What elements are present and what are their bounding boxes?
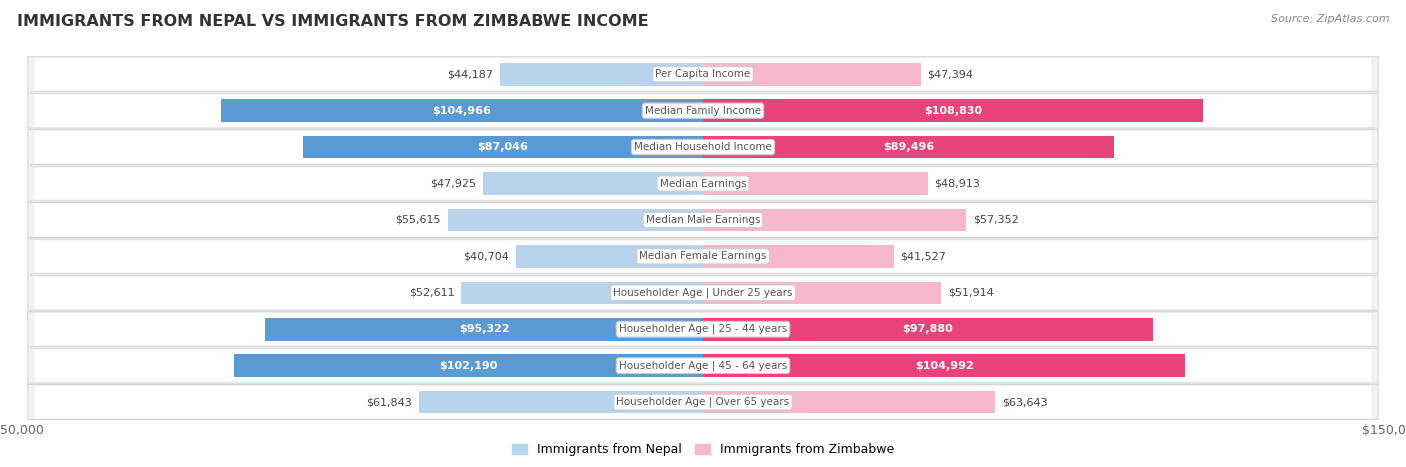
Text: $89,496: $89,496	[883, 142, 934, 152]
Text: $97,880: $97,880	[903, 324, 953, 334]
Bar	[266, 318, 703, 340]
Text: $104,966: $104,966	[433, 106, 491, 116]
Text: $40,704: $40,704	[464, 251, 509, 262]
Bar	[703, 282, 942, 304]
Text: $61,843: $61,843	[367, 397, 412, 407]
FancyBboxPatch shape	[28, 239, 1378, 274]
FancyBboxPatch shape	[28, 166, 1378, 201]
Text: $108,830: $108,830	[924, 106, 981, 116]
FancyBboxPatch shape	[28, 93, 1378, 128]
Text: $52,611: $52,611	[409, 288, 454, 298]
Text: $87,046: $87,046	[478, 142, 529, 152]
Bar	[461, 282, 703, 304]
Bar	[233, 354, 703, 377]
FancyBboxPatch shape	[28, 276, 1378, 310]
Bar	[703, 136, 1114, 158]
Text: $47,925: $47,925	[430, 178, 477, 189]
FancyBboxPatch shape	[35, 313, 1371, 345]
Bar	[703, 209, 966, 231]
Text: Per Capita Income: Per Capita Income	[655, 69, 751, 79]
Bar	[516, 245, 703, 268]
FancyBboxPatch shape	[35, 168, 1371, 199]
Bar	[304, 136, 703, 158]
Text: $63,643: $63,643	[1002, 397, 1047, 407]
Bar	[703, 99, 1204, 122]
Text: Householder Age | Over 65 years: Householder Age | Over 65 years	[616, 397, 790, 407]
Text: Median Male Earnings: Median Male Earnings	[645, 215, 761, 225]
Text: $48,913: $48,913	[935, 178, 980, 189]
Bar	[703, 391, 995, 413]
FancyBboxPatch shape	[28, 203, 1378, 237]
Bar	[703, 245, 894, 268]
Bar	[482, 172, 703, 195]
Bar	[703, 172, 928, 195]
Text: $95,322: $95,322	[458, 324, 509, 334]
Text: Source: ZipAtlas.com: Source: ZipAtlas.com	[1271, 14, 1389, 24]
FancyBboxPatch shape	[35, 131, 1371, 163]
Text: $55,615: $55,615	[395, 215, 440, 225]
FancyBboxPatch shape	[35, 58, 1371, 90]
FancyBboxPatch shape	[28, 348, 1378, 383]
Text: Median Female Earnings: Median Female Earnings	[640, 251, 766, 262]
Bar	[703, 354, 1185, 377]
Text: $44,187: $44,187	[447, 69, 494, 79]
FancyBboxPatch shape	[35, 95, 1371, 127]
FancyBboxPatch shape	[35, 241, 1371, 272]
Text: $47,394: $47,394	[928, 69, 973, 79]
FancyBboxPatch shape	[35, 350, 1371, 382]
Bar	[501, 63, 703, 85]
FancyBboxPatch shape	[28, 57, 1378, 92]
FancyBboxPatch shape	[35, 386, 1371, 418]
Text: IMMIGRANTS FROM NEPAL VS IMMIGRANTS FROM ZIMBABWE INCOME: IMMIGRANTS FROM NEPAL VS IMMIGRANTS FROM…	[17, 14, 648, 29]
Text: Householder Age | 25 - 44 years: Householder Age | 25 - 44 years	[619, 324, 787, 334]
Text: $51,914: $51,914	[948, 288, 994, 298]
Bar	[447, 209, 703, 231]
Text: $57,352: $57,352	[973, 215, 1019, 225]
Text: Median Family Income: Median Family Income	[645, 106, 761, 116]
FancyBboxPatch shape	[35, 204, 1371, 236]
Bar	[221, 99, 703, 122]
Text: Median Household Income: Median Household Income	[634, 142, 772, 152]
Text: Householder Age | 45 - 64 years: Householder Age | 45 - 64 years	[619, 361, 787, 371]
FancyBboxPatch shape	[28, 312, 1378, 347]
FancyBboxPatch shape	[28, 385, 1378, 419]
FancyBboxPatch shape	[28, 130, 1378, 164]
Bar	[703, 63, 921, 85]
Text: $104,992: $104,992	[915, 361, 973, 371]
Text: $41,527: $41,527	[901, 251, 946, 262]
Text: $102,190: $102,190	[439, 361, 498, 371]
Bar	[419, 391, 703, 413]
Text: Median Earnings: Median Earnings	[659, 178, 747, 189]
Text: Householder Age | Under 25 years: Householder Age | Under 25 years	[613, 288, 793, 298]
Bar	[703, 318, 1153, 340]
Legend: Immigrants from Nepal, Immigrants from Zimbabwe: Immigrants from Nepal, Immigrants from Z…	[508, 439, 898, 461]
FancyBboxPatch shape	[35, 277, 1371, 309]
